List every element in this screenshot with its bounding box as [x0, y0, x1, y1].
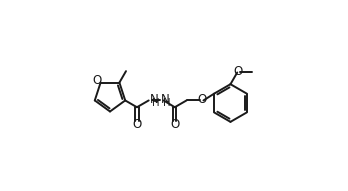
Text: O: O	[198, 93, 207, 106]
Text: O: O	[93, 74, 102, 87]
Text: H: H	[152, 98, 159, 108]
Text: O: O	[132, 118, 142, 131]
Text: H: H	[163, 98, 171, 108]
Text: N: N	[161, 93, 170, 106]
Text: O: O	[170, 118, 180, 131]
Text: O: O	[234, 65, 243, 78]
Text: N: N	[149, 93, 158, 106]
